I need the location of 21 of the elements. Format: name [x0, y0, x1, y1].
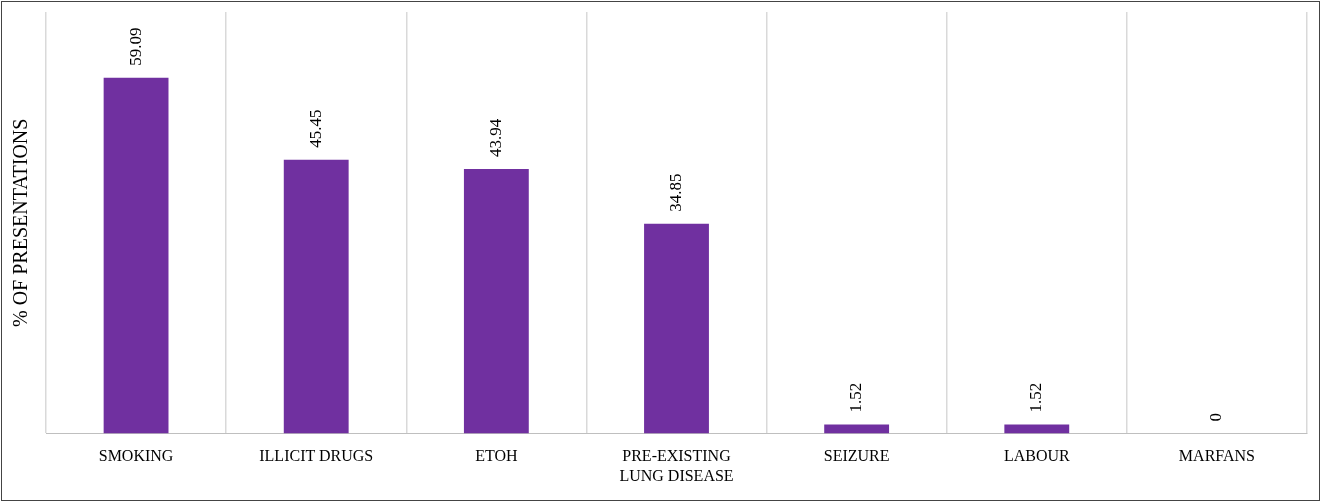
data-label: 1.52: [1026, 382, 1046, 413]
data-label: 1.52: [846, 382, 866, 413]
y-axis-title: % OF PRESENTATIONS: [9, 118, 32, 328]
bar: [463, 168, 529, 434]
bar: [644, 223, 709, 434]
x-tick-label: LABOUR: [1003, 447, 1070, 465]
data-label: 0: [1206, 413, 1226, 422]
x-tick-label: SEIZURE: [823, 447, 890, 465]
x-tick-label: ETOH: [475, 447, 518, 465]
data-label: 34.85: [665, 173, 685, 212]
x-tick-label: PRE-EXISTING LUNG DISEASE: [619, 447, 734, 484]
bar: [824, 424, 890, 434]
x-tick-label: MARFANS: [1178, 447, 1256, 465]
x-tick-label: SMOKING: [98, 447, 174, 465]
bar: [103, 77, 169, 434]
bar: [1004, 424, 1070, 434]
data-label: 59.09: [125, 27, 145, 66]
data-label: 45.45: [305, 109, 325, 148]
x-tick-label: ILLICIT DRUGS: [259, 447, 374, 465]
bar: [283, 159, 349, 434]
data-label: 43.94: [485, 118, 505, 157]
